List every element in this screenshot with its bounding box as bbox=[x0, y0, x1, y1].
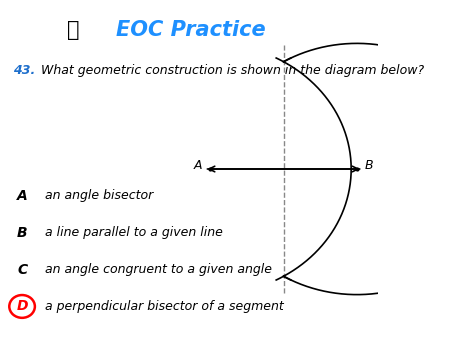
Text: What geometric construction is shown in the diagram below?: What geometric construction is shown in … bbox=[41, 64, 424, 77]
Text: an angle congruent to a given angle: an angle congruent to a given angle bbox=[45, 263, 272, 276]
Text: B: B bbox=[17, 226, 27, 240]
Text: a perpendicular bisector of a segment: a perpendicular bisector of a segment bbox=[45, 300, 284, 313]
Text: an angle bisector: an angle bisector bbox=[45, 189, 153, 202]
Text: B: B bbox=[364, 159, 373, 172]
Text: 🍎: 🍎 bbox=[67, 20, 79, 40]
Text: a line parallel to a given line: a line parallel to a given line bbox=[45, 226, 223, 239]
Text: C: C bbox=[17, 263, 27, 276]
Text: A: A bbox=[194, 159, 202, 172]
Text: EOC Practice: EOC Practice bbox=[116, 20, 266, 40]
Text: D: D bbox=[16, 299, 28, 313]
Text: 43.: 43. bbox=[13, 64, 35, 77]
Text: A: A bbox=[17, 189, 27, 203]
